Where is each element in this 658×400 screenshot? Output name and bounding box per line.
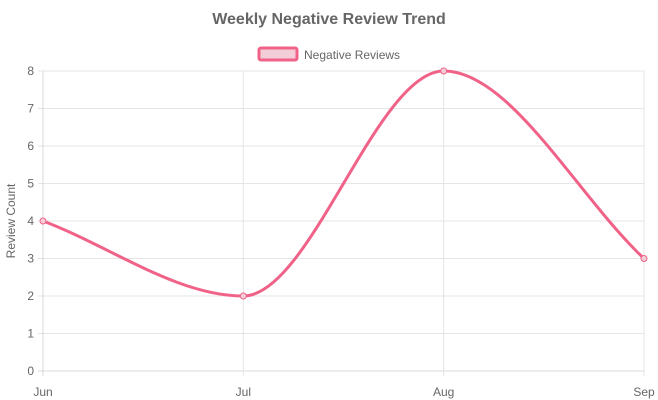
y-tick-label: 5: [27, 177, 34, 191]
series-line: [41, 69, 646, 298]
data-point[interactable]: [39, 217, 47, 225]
y-tick-label: 1: [27, 327, 34, 341]
x-tick-label: Aug: [433, 385, 454, 399]
data-point[interactable]: [440, 67, 448, 75]
series: [39, 67, 648, 300]
data-point[interactable]: [640, 255, 648, 262]
y-axis-title: Review Count: [4, 183, 18, 258]
y-tick-label: 3: [27, 252, 34, 266]
y-tick-label: 4: [27, 214, 34, 228]
y-tick-label: 0: [27, 364, 34, 378]
y-tick-label: 6: [27, 139, 34, 153]
y-tick-label: 7: [27, 102, 34, 116]
data-point[interactable]: [239, 292, 247, 300]
chart-title: Weekly Negative Review Trend: [212, 11, 446, 28]
ticks: 0 1 2 3 4 5 6 7 8 Jun Jul Aug Sep: [27, 64, 655, 399]
legend-swatch: [257, 46, 299, 62]
x-tick-label: Sep: [633, 385, 655, 399]
x-tick-label: Jun: [33, 385, 52, 399]
legend-label: Negative Reviews: [304, 48, 400, 62]
x-tick-label: Jul: [236, 385, 251, 399]
y-tick-label: 2: [27, 289, 34, 303]
y-tick-label: 8: [27, 64, 34, 78]
grid: [38, 70, 645, 376]
legend[interactable]: Negative Reviews: [257, 46, 400, 62]
